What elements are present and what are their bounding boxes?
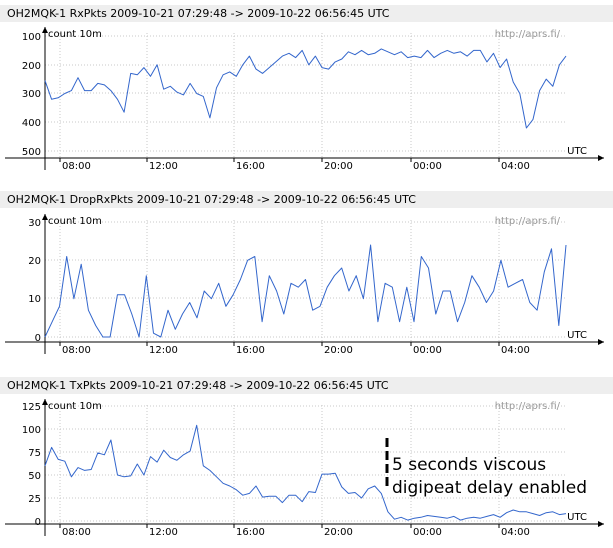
x-tick-label: 20:00	[324, 527, 353, 538]
chart-title: OH2MQK-1 DropRxPkts 2009-10-21 07:29:48 …	[7, 193, 416, 206]
chart-3: OH2MQK-1 TxPkts 2009-10-21 07:29:48 -> 2…	[0, 377, 613, 538]
chart-1: OH2MQK-1 RxPkts 2009-10-21 07:29:48 -> 2…	[0, 5, 613, 172]
y-tick-label: 75	[28, 448, 41, 459]
y-axis-label: count 10m	[48, 216, 102, 227]
x-axis-arrow	[598, 521, 604, 527]
annotation-text: digipeat delay enabled	[392, 478, 587, 498]
y-axis-arrow	[42, 214, 48, 220]
x-tick-label: 00:00	[413, 345, 442, 356]
y-axis-arrow	[42, 399, 48, 405]
x-tick-label: 20:00	[324, 161, 353, 172]
y-tick-label: 300	[22, 89, 41, 100]
series-line	[44, 244, 567, 338]
y-tick-label: 100	[22, 32, 41, 43]
x-tick-label: 12:00	[149, 345, 178, 356]
x-axis-label: UTC	[567, 330, 587, 341]
y-tick-label: 200	[22, 61, 41, 72]
x-tick-label: 16:00	[236, 161, 265, 172]
chart-title-bar	[0, 191, 613, 208]
x-tick-label: 08:00	[62, 527, 91, 538]
y-axis-arrow	[42, 27, 48, 33]
y-tick-label: 30	[28, 218, 41, 229]
x-tick-label: 04:00	[501, 161, 530, 172]
y-axis-label: count 10m	[48, 29, 102, 40]
source-label: http://aprs.fi/	[495, 29, 561, 40]
y-tick-label: 400	[22, 118, 41, 129]
x-tick-label: 20:00	[324, 345, 353, 356]
chart-title-bar	[0, 377, 613, 394]
y-tick-label: 125	[22, 402, 41, 413]
x-tick-label: 16:00	[236, 345, 265, 356]
y-tick-label: 100	[22, 425, 41, 436]
x-tick-label: 12:00	[149, 161, 178, 172]
series-line	[44, 424, 567, 521]
x-tick-label: 16:00	[236, 527, 265, 538]
y-tick-label: 0	[35, 517, 41, 528]
x-axis-label: UTC	[567, 512, 587, 523]
x-axis-arrow	[598, 339, 604, 345]
x-tick-label: 04:00	[501, 345, 530, 356]
x-tick-label: 12:00	[149, 527, 178, 538]
x-tick-label: 00:00	[413, 161, 442, 172]
x-tick-label: 00:00	[413, 527, 442, 538]
x-tick-label: 04:00	[501, 527, 530, 538]
x-tick-label: 08:00	[62, 345, 91, 356]
x-axis-label: UTC	[567, 146, 587, 157]
y-tick-label: 20	[28, 256, 41, 267]
y-tick-label: 10	[28, 294, 41, 305]
source-label: http://aprs.fi/	[495, 401, 561, 412]
y-axis-label: count 10m	[48, 401, 102, 412]
x-tick-label: 08:00	[62, 161, 91, 172]
source-label: http://aprs.fi/	[495, 216, 561, 227]
y-tick-label: 500	[22, 147, 41, 158]
annotation-text: 5 seconds viscous	[392, 455, 546, 475]
x-axis-arrow	[598, 155, 604, 161]
y-tick-label: 0	[35, 333, 41, 344]
chart-title-bar	[0, 5, 613, 22]
y-tick-label: 50	[28, 471, 41, 482]
y-tick-label: 25	[28, 494, 41, 505]
chart-title: OH2MQK-1 RxPkts 2009-10-21 07:29:48 -> 2…	[7, 7, 390, 20]
chart-2: OH2MQK-1 DropRxPkts 2009-10-21 07:29:48 …	[0, 191, 613, 356]
chart-title: OH2MQK-1 TxPkts 2009-10-21 07:29:48 -> 2…	[7, 379, 389, 392]
series-line	[44, 48, 567, 129]
